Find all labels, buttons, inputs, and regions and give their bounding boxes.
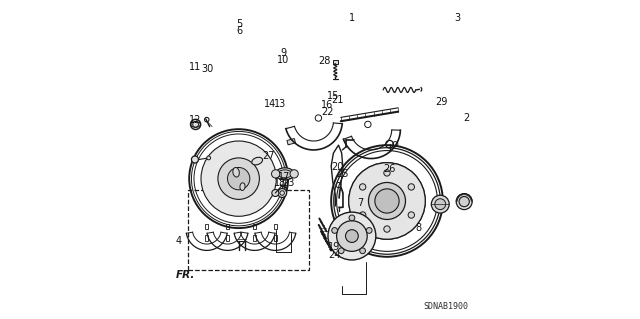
Text: 3: 3 bbox=[454, 12, 460, 23]
Circle shape bbox=[339, 248, 344, 254]
Bar bbox=[253, 224, 256, 229]
Text: 23: 23 bbox=[282, 178, 294, 189]
Text: 15: 15 bbox=[326, 91, 339, 101]
Circle shape bbox=[408, 184, 415, 190]
Circle shape bbox=[328, 212, 376, 260]
Text: 26: 26 bbox=[383, 164, 396, 174]
Text: 10: 10 bbox=[277, 55, 289, 65]
Circle shape bbox=[408, 212, 415, 218]
Circle shape bbox=[349, 163, 425, 239]
Text: 17: 17 bbox=[278, 172, 291, 182]
Circle shape bbox=[459, 197, 469, 207]
Circle shape bbox=[360, 248, 365, 254]
Circle shape bbox=[337, 221, 367, 251]
Circle shape bbox=[384, 170, 390, 176]
Text: 18: 18 bbox=[275, 178, 287, 189]
Text: 7: 7 bbox=[356, 197, 363, 208]
Text: 29: 29 bbox=[435, 97, 447, 107]
Circle shape bbox=[349, 215, 355, 221]
Text: 11: 11 bbox=[189, 62, 201, 72]
Ellipse shape bbox=[276, 168, 294, 180]
Text: 22: 22 bbox=[321, 107, 333, 117]
Text: 8: 8 bbox=[416, 223, 422, 233]
Circle shape bbox=[431, 195, 449, 213]
Ellipse shape bbox=[233, 167, 239, 177]
Ellipse shape bbox=[278, 170, 292, 178]
Circle shape bbox=[366, 227, 372, 233]
Text: 5: 5 bbox=[237, 19, 243, 29]
Circle shape bbox=[375, 189, 399, 213]
Circle shape bbox=[384, 226, 390, 232]
Text: 28: 28 bbox=[319, 56, 331, 66]
Bar bbox=[205, 224, 209, 229]
Text: 9: 9 bbox=[280, 48, 286, 58]
Text: 30: 30 bbox=[202, 63, 214, 74]
Text: 24: 24 bbox=[328, 250, 340, 260]
Circle shape bbox=[227, 167, 250, 190]
Ellipse shape bbox=[240, 183, 245, 190]
Text: 12: 12 bbox=[189, 115, 201, 125]
Circle shape bbox=[346, 230, 358, 242]
Text: 13: 13 bbox=[274, 99, 286, 109]
Circle shape bbox=[360, 212, 366, 218]
Bar bbox=[333, 60, 338, 64]
Bar bbox=[253, 235, 256, 241]
Circle shape bbox=[369, 182, 406, 219]
Bar bbox=[226, 235, 229, 241]
Bar bbox=[188, 190, 309, 270]
Text: 21: 21 bbox=[332, 95, 344, 106]
Bar bbox=[237, 193, 252, 201]
Circle shape bbox=[201, 141, 276, 216]
Bar bbox=[287, 138, 296, 145]
Text: 14: 14 bbox=[264, 99, 276, 109]
Text: 2: 2 bbox=[463, 113, 470, 123]
Circle shape bbox=[360, 184, 366, 190]
Text: 4: 4 bbox=[176, 236, 182, 246]
Circle shape bbox=[290, 170, 298, 178]
Text: 27: 27 bbox=[262, 151, 275, 161]
Circle shape bbox=[435, 199, 445, 210]
Circle shape bbox=[271, 170, 280, 178]
Circle shape bbox=[191, 119, 201, 130]
Text: 20: 20 bbox=[332, 162, 344, 173]
Circle shape bbox=[272, 189, 279, 197]
Text: 16: 16 bbox=[321, 100, 333, 110]
Circle shape bbox=[278, 189, 287, 197]
Circle shape bbox=[207, 156, 211, 160]
Circle shape bbox=[218, 158, 259, 199]
Circle shape bbox=[191, 156, 198, 163]
Text: SDNAB1900: SDNAB1900 bbox=[424, 302, 468, 311]
Bar bbox=[274, 235, 277, 241]
Text: 25: 25 bbox=[336, 169, 349, 179]
Text: 19: 19 bbox=[328, 242, 340, 252]
Text: 1: 1 bbox=[349, 12, 355, 23]
Bar bbox=[274, 224, 277, 229]
Bar bbox=[226, 224, 229, 229]
Ellipse shape bbox=[252, 157, 262, 165]
Text: 6: 6 bbox=[237, 26, 243, 36]
Bar bbox=[205, 235, 209, 241]
Text: FR.: FR. bbox=[176, 270, 195, 280]
Circle shape bbox=[456, 194, 472, 210]
Circle shape bbox=[332, 227, 337, 233]
